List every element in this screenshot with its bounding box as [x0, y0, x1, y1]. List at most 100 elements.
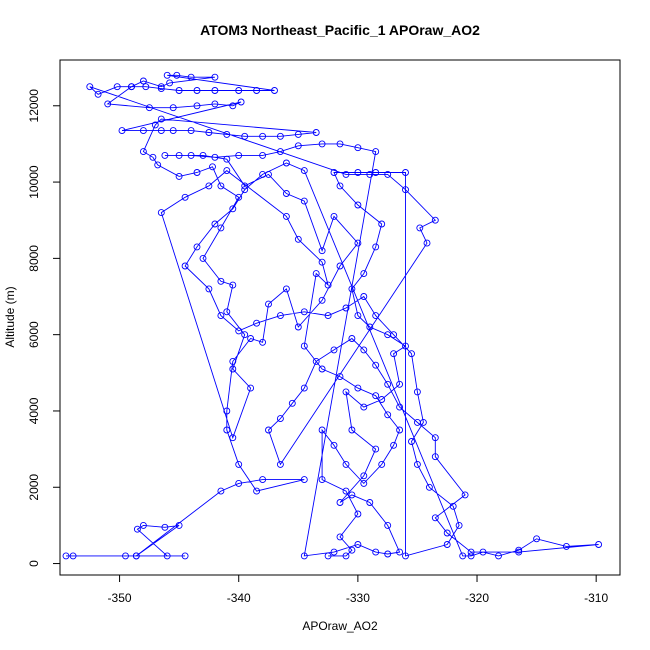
data-point [354, 384, 362, 392]
data-point [205, 129, 213, 136]
data-point [318, 258, 326, 266]
data-point [354, 541, 362, 548]
y-tick-label: 0 [27, 560, 41, 567]
data-point [205, 285, 213, 293]
data-point [294, 142, 302, 150]
x-tick-label: -330 [346, 591, 370, 605]
series-line [66, 74, 599, 557]
data-point [384, 521, 392, 529]
data-point [384, 550, 392, 558]
data-point [354, 144, 362, 152]
data-point [495, 552, 502, 560]
x-axis: -350 -340 -330 -320 -310 [108, 575, 608, 605]
data-point [181, 552, 189, 560]
data-point [157, 115, 165, 123]
data-point [336, 373, 344, 381]
data-point [318, 426, 326, 434]
data-point [235, 479, 243, 487]
data-point [366, 170, 374, 178]
data-point [276, 132, 284, 140]
data-point [193, 102, 201, 110]
data-point [253, 319, 261, 327]
data-point [259, 132, 267, 140]
data-point [104, 100, 112, 108]
data-point [217, 487, 225, 495]
data-point [229, 357, 237, 365]
data-point [330, 441, 338, 449]
data-point [175, 151, 183, 159]
x-tick-label: -340 [227, 591, 251, 605]
data-point [318, 140, 326, 148]
data-point [372, 169, 380, 176]
data-point [423, 239, 431, 247]
data-point [336, 262, 344, 270]
data-point [360, 479, 368, 487]
data-point [318, 365, 326, 373]
data-point [459, 552, 467, 560]
data-point [139, 148, 147, 156]
data-point [431, 514, 439, 522]
data-point [402, 342, 409, 350]
data-point [360, 270, 368, 278]
data-point [294, 235, 302, 243]
data-point [378, 396, 386, 403]
data-point [247, 384, 255, 392]
data-point [348, 491, 356, 499]
data-point [161, 151, 169, 159]
data-point [128, 83, 135, 91]
data-point [235, 327, 243, 335]
data-point [360, 293, 368, 300]
data-point [276, 460, 284, 468]
data-point [282, 190, 290, 197]
data-point [408, 350, 415, 358]
data-point [157, 85, 165, 93]
data-point [217, 182, 225, 190]
data-point [166, 79, 174, 87]
data-point [336, 499, 344, 506]
data-point [443, 541, 451, 548]
data-point [235, 193, 243, 201]
data-point [161, 523, 169, 531]
data-point [595, 541, 603, 548]
data-point [300, 308, 308, 316]
data-point [211, 87, 219, 94]
data-point [282, 212, 290, 220]
data-point [300, 342, 308, 350]
data-point [241, 186, 249, 194]
data-point [217, 277, 225, 285]
data-point [562, 542, 570, 550]
data-point [300, 167, 308, 175]
y-tick-label: 12000 [27, 89, 41, 123]
data-point [330, 548, 338, 556]
data-point [175, 172, 183, 180]
data-point [139, 77, 147, 85]
data-point [294, 130, 302, 138]
data-point [154, 161, 162, 169]
data-point [62, 552, 70, 560]
data-point [223, 407, 231, 415]
data-point [372, 445, 380, 453]
data-point [187, 127, 195, 135]
data-point [199, 254, 207, 262]
data-point [271, 87, 278, 94]
data-point [181, 193, 189, 201]
data-point [187, 73, 195, 81]
data-point [259, 476, 267, 484]
data-point [416, 224, 424, 232]
data-point [396, 548, 404, 556]
data-point [533, 535, 541, 543]
data-point [413, 418, 421, 426]
data-point [237, 98, 245, 106]
data-point [173, 71, 181, 79]
data-point [336, 140, 344, 148]
data-point [229, 434, 237, 442]
data-point [151, 121, 159, 129]
data-point [467, 552, 475, 560]
data-point [348, 426, 356, 434]
data-point [449, 502, 457, 510]
data-point [372, 243, 380, 251]
data-point [211, 100, 219, 108]
data-point [86, 83, 94, 91]
data-point [294, 323, 302, 331]
data-point [193, 243, 201, 251]
